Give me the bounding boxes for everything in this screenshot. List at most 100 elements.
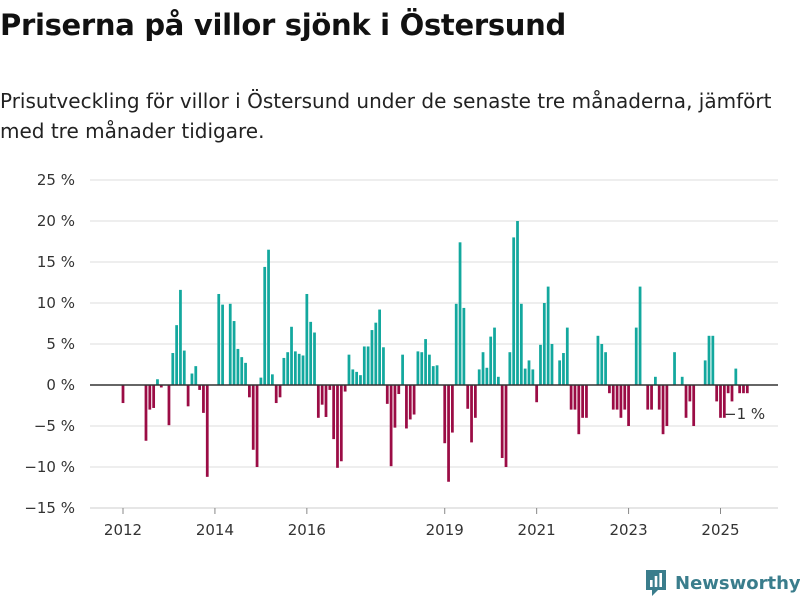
- bar: [703, 360, 707, 385]
- bar: [263, 266, 267, 385]
- bar: [385, 385, 389, 404]
- bar: [370, 330, 374, 385]
- bar: [378, 309, 381, 385]
- bar: [182, 350, 186, 385]
- bar: [336, 385, 339, 468]
- bar: [278, 385, 282, 398]
- bar: [328, 385, 332, 390]
- bar: [179, 289, 182, 385]
- bar: [634, 327, 638, 385]
- bar: [408, 385, 412, 420]
- bar: [692, 385, 696, 426]
- bar: [512, 237, 516, 385]
- bar: [688, 385, 692, 402]
- bar: [382, 347, 385, 385]
- bar: [301, 355, 305, 385]
- chart-title: Priserna på villor sjönk i Östersund: [0, 8, 566, 42]
- bar: [473, 385, 477, 418]
- bar: [527, 360, 531, 385]
- x-tick-label: 2012: [104, 521, 142, 539]
- bar: [573, 385, 577, 410]
- bar: [236, 348, 240, 385]
- bar: [531, 369, 535, 385]
- y-tick-label: 15 %: [37, 253, 75, 271]
- bar: [550, 344, 554, 385]
- bar: [171, 353, 175, 385]
- bar: [542, 303, 546, 385]
- bar: [259, 377, 263, 385]
- bar: [167, 385, 171, 426]
- y-tick-label: 5 %: [46, 335, 75, 353]
- bar: [707, 335, 711, 385]
- bar: [447, 385, 450, 482]
- bar: [362, 346, 366, 385]
- bar: [359, 375, 362, 385]
- bar: [431, 366, 435, 385]
- bar: [500, 385, 504, 458]
- bar: [650, 385, 653, 410]
- bar: [190, 373, 194, 385]
- bar: [202, 385, 205, 413]
- x-tick-label: 2016: [288, 521, 326, 539]
- bar: [665, 385, 669, 426]
- bar: [366, 346, 370, 385]
- bar: [255, 385, 259, 467]
- bar: [722, 385, 726, 418]
- bar: [343, 385, 347, 392]
- bar: [374, 322, 378, 385]
- bar: [523, 368, 527, 385]
- bar: [320, 385, 324, 405]
- bar: [194, 366, 198, 385]
- bar: [470, 385, 473, 443]
- bar: [730, 385, 734, 402]
- bar-chart: 25 % 20 % 15 % 10 % 5 % 0 % −5 % −10 % −15 % 201…: [24, 171, 778, 539]
- bar: [611, 385, 615, 410]
- bar: [600, 344, 604, 385]
- bar: [508, 352, 512, 385]
- bar: [347, 354, 351, 385]
- bar: [332, 385, 336, 440]
- bar: [274, 385, 278, 404]
- bar: [623, 385, 627, 410]
- bar: [481, 352, 485, 385]
- bar: [745, 385, 749, 394]
- bar: [205, 385, 209, 477]
- bar: [397, 385, 401, 395]
- bar: [393, 385, 397, 428]
- bar: [608, 385, 611, 394]
- x-axis: 2012 2014 2016 2019 2021 2023 2025: [90, 507, 778, 539]
- bar: [485, 367, 489, 385]
- bar: [680, 376, 684, 385]
- newsworthy-logo-icon: [646, 570, 666, 596]
- bar: [604, 352, 607, 385]
- bar: [711, 335, 715, 385]
- bar: [313, 332, 316, 385]
- bar: [232, 321, 236, 385]
- bar: [217, 293, 221, 385]
- bar: [565, 327, 569, 385]
- y-gridlines: [90, 179, 778, 509]
- y-tick-label: −5 %: [34, 417, 75, 435]
- bar: [585, 385, 588, 418]
- bar: [339, 385, 343, 462]
- bar: [558, 360, 562, 385]
- chart-subtitle: Prisutveckling för villor i Östersund un…: [0, 89, 772, 143]
- bar: [443, 385, 447, 444]
- bar: [539, 344, 542, 385]
- y-tick-label: 20 %: [37, 212, 75, 230]
- bar: [290, 326, 293, 385]
- x-tick-label: 2014: [196, 521, 234, 539]
- x-tick-label: 2025: [701, 521, 739, 539]
- bar: [657, 385, 661, 410]
- bar: [477, 369, 481, 385]
- x-tick-label: 2023: [609, 521, 647, 539]
- bar: [719, 385, 722, 418]
- bar: [412, 385, 416, 415]
- bars: [121, 221, 749, 482]
- bar: [424, 339, 427, 385]
- y-tick-label: 25 %: [37, 171, 75, 189]
- bar: [581, 385, 584, 418]
- bar: [562, 353, 565, 385]
- bar: [493, 327, 496, 385]
- y-tick-label: −15 %: [24, 499, 75, 517]
